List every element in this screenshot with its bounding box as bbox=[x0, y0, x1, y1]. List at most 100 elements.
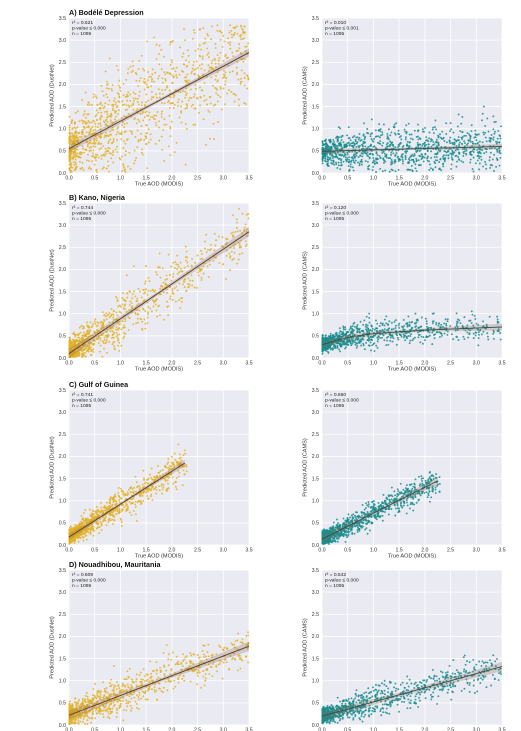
data-point bbox=[340, 330, 343, 333]
data-point bbox=[84, 135, 87, 138]
data-point bbox=[105, 312, 108, 315]
data-point bbox=[135, 110, 138, 113]
data-point bbox=[190, 105, 193, 108]
data-point bbox=[364, 325, 367, 328]
data-point bbox=[188, 79, 190, 82]
data-point bbox=[350, 327, 353, 330]
data-point bbox=[155, 43, 158, 46]
data-point bbox=[406, 150, 409, 153]
y-tick-label: 2.5 bbox=[59, 60, 66, 66]
data-point bbox=[142, 492, 145, 495]
data-point bbox=[129, 168, 132, 170]
data-point bbox=[100, 157, 103, 160]
data-point bbox=[499, 135, 502, 137]
data-point bbox=[179, 261, 182, 264]
data-point bbox=[227, 56, 230, 59]
data-point bbox=[136, 101, 139, 103]
data-point bbox=[136, 129, 139, 132]
data-point bbox=[240, 38, 243, 41]
data-point bbox=[401, 325, 404, 328]
data-point bbox=[156, 273, 159, 276]
data-point bbox=[479, 155, 482, 158]
data-point bbox=[121, 104, 124, 107]
data-point bbox=[194, 107, 197, 110]
data-point bbox=[243, 72, 246, 75]
data-point bbox=[102, 340, 104, 343]
data-point bbox=[428, 163, 431, 166]
data-point bbox=[82, 122, 84, 125]
data-point bbox=[493, 170, 495, 172]
data-point bbox=[381, 336, 384, 339]
y-tick-label: 3.0 bbox=[312, 38, 319, 44]
data-point bbox=[99, 124, 102, 127]
data-point bbox=[142, 469, 145, 472]
data-point bbox=[366, 160, 369, 163]
data-point bbox=[199, 55, 202, 58]
data-point bbox=[90, 354, 92, 357]
data-point bbox=[365, 315, 368, 318]
data-point bbox=[180, 111, 183, 114]
data-point bbox=[106, 120, 109, 123]
data-point bbox=[353, 161, 356, 164]
data-point bbox=[184, 107, 187, 110]
x-tick-label: 2.5 bbox=[447, 176, 454, 182]
data-point bbox=[458, 158, 460, 161]
data-point bbox=[331, 162, 334, 165]
data-point bbox=[154, 121, 157, 124]
stat-line: r² = 0.744 bbox=[72, 205, 93, 211]
data-point bbox=[434, 153, 437, 156]
data-point bbox=[390, 328, 393, 331]
data-point bbox=[202, 27, 205, 30]
data-point bbox=[192, 103, 194, 106]
data-point bbox=[426, 325, 428, 328]
data-point bbox=[235, 66, 238, 69]
data-point bbox=[100, 84, 103, 87]
data-point bbox=[127, 67, 130, 70]
data-point bbox=[134, 71, 137, 74]
data-point bbox=[84, 91, 87, 94]
data-point bbox=[206, 53, 209, 56]
data-point bbox=[482, 165, 485, 168]
data-point bbox=[145, 114, 148, 117]
data-point bbox=[368, 156, 371, 159]
data-point bbox=[152, 96, 155, 99]
data-point bbox=[423, 156, 426, 159]
data-point bbox=[186, 106, 189, 109]
data-point bbox=[201, 257, 204, 260]
data-point bbox=[441, 155, 444, 158]
data-point bbox=[145, 93, 148, 96]
data-point bbox=[496, 141, 499, 144]
data-point bbox=[493, 121, 496, 124]
data-point bbox=[411, 153, 414, 156]
data-point bbox=[183, 266, 186, 269]
scatter-panel-3: 0.0 0.5 1.0 1.5 2.0 2.5 3.0 3.50.00.51.01.52.02… bbox=[50, 193, 253, 373]
data-point bbox=[436, 152, 439, 155]
data-point bbox=[187, 54, 190, 57]
data-point bbox=[419, 155, 422, 158]
data-point bbox=[137, 118, 139, 121]
data-point bbox=[78, 155, 80, 158]
data-point bbox=[432, 144, 434, 147]
data-point bbox=[106, 83, 109, 85]
data-point bbox=[238, 104, 240, 107]
data-point bbox=[492, 115, 495, 118]
data-point bbox=[392, 327, 395, 330]
data-point bbox=[70, 161, 72, 164]
data-point bbox=[386, 339, 389, 342]
data-point bbox=[204, 41, 207, 44]
data-point bbox=[226, 238, 229, 241]
data-point bbox=[141, 101, 143, 104]
data-point bbox=[71, 135, 74, 138]
data-point bbox=[392, 145, 395, 148]
data-point bbox=[204, 37, 207, 40]
data-point bbox=[200, 67, 203, 70]
y-tick-label: 0.5 bbox=[59, 334, 66, 340]
data-point bbox=[500, 125, 503, 128]
data-point bbox=[83, 334, 86, 337]
data-point bbox=[122, 493, 124, 496]
x-tick-label: 3.0 bbox=[220, 361, 227, 367]
data-point bbox=[80, 514, 83, 517]
data-point bbox=[456, 160, 458, 163]
data-point bbox=[331, 347, 334, 350]
data-point bbox=[116, 299, 119, 302]
